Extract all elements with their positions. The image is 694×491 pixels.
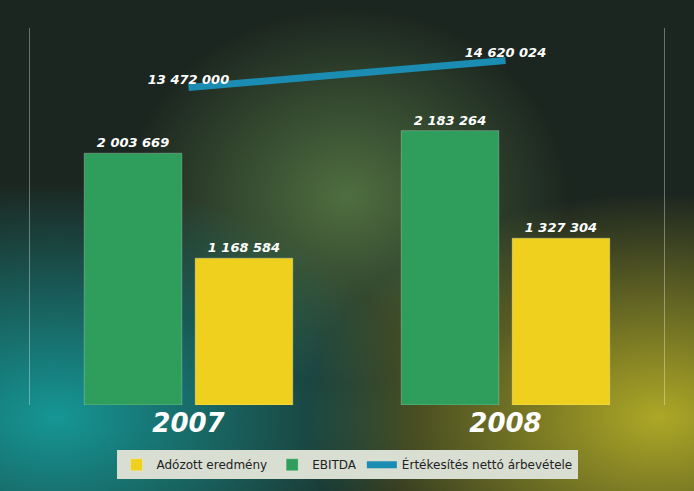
svg-text:1 168 584: 1 168 584 — [208, 240, 280, 255]
svg-text:13 472 000: 13 472 000 — [148, 72, 229, 87]
svg-text:EBITDA: EBITDA — [312, 458, 357, 472]
svg-text:2 183 264: 2 183 264 — [414, 113, 486, 128]
svg-text:2008: 2008 — [469, 408, 541, 438]
svg-text:2 003 669: 2 003 669 — [97, 135, 169, 150]
svg-text:2007: 2007 — [152, 408, 225, 438]
svg-text:14 620 024: 14 620 024 — [465, 45, 546, 60]
svg-text:Értékesítés nettó árbevétele: Értékesítés nettó árbevétele — [402, 457, 572, 472]
svg-text:Adózott eredmény: Adózott eredmény — [157, 458, 268, 472]
svg-text:1 327 304: 1 327 304 — [525, 220, 597, 235]
